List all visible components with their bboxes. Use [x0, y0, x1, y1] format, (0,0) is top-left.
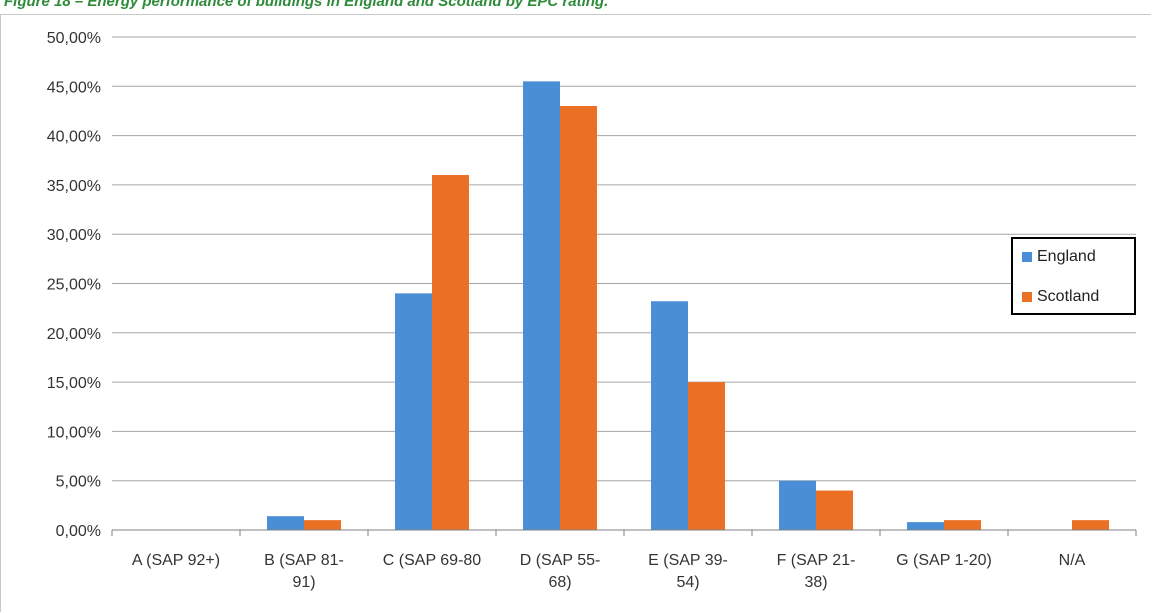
x-tick-label: C (SAP 69-80 — [383, 552, 482, 569]
x-tick-label: F (SAP 21- — [777, 552, 856, 569]
x-tick-label: B (SAP 81- — [264, 552, 344, 569]
bar-scotland — [432, 175, 469, 531]
y-tick-label: 5,00% — [56, 474, 101, 491]
legend-label-scotland: Scotland — [1037, 288, 1100, 305]
legend-item-england: England — [1022, 247, 1096, 267]
bar-england — [523, 81, 560, 531]
y-tick-label: 0,00% — [56, 523, 101, 540]
y-tick-label: 30,00% — [47, 227, 101, 244]
y-tick-label: 10,00% — [47, 424, 101, 441]
legend-swatch-scotland — [1022, 291, 1032, 302]
x-tick-label: 54) — [676, 574, 699, 591]
bar-scotland — [944, 520, 981, 530]
chart-legend: England Scotland — [1011, 237, 1136, 315]
y-tick-label: 15,00% — [47, 375, 101, 392]
x-tick-label: E (SAP 39- — [648, 552, 728, 569]
legend-swatch-england — [1022, 251, 1032, 262]
bar-england — [267, 516, 304, 530]
x-tick-label: 38) — [804, 574, 827, 591]
bar-scotland — [1072, 520, 1109, 530]
x-tick-label: 68) — [548, 574, 571, 591]
bar-england — [395, 293, 432, 530]
bar-england — [907, 522, 944, 530]
x-tick-label: 91) — [292, 574, 315, 591]
bar-scotland — [304, 520, 341, 530]
x-tick-label: D (SAP 55- — [520, 552, 601, 569]
y-tick-label: 35,00% — [47, 178, 101, 195]
legend-item-scotland: Scotland — [1022, 287, 1099, 307]
bar-scotland — [688, 382, 725, 530]
x-tick-label: N/A — [1059, 552, 1086, 569]
y-tick-label: 45,00% — [47, 79, 101, 96]
bar-scotland — [560, 106, 597, 531]
y-tick-label: 40,00% — [47, 129, 101, 146]
y-tick-label: 20,00% — [47, 326, 101, 343]
y-tick-label: 25,00% — [47, 277, 101, 294]
x-tick-label: A (SAP 92+) — [132, 552, 220, 569]
bar-scotland — [816, 490, 853, 530]
legend-label-england: England — [1037, 248, 1096, 265]
bar-england — [651, 301, 688, 530]
x-tick-label: G (SAP 1-20) — [896, 552, 992, 569]
bar-england — [779, 480, 816, 530]
figure-caption: Figure 18 – Energy performance of buildi… — [4, 0, 609, 10]
y-tick-label: 50,00% — [47, 30, 101, 47]
chart-frame — [0, 14, 1151, 612]
